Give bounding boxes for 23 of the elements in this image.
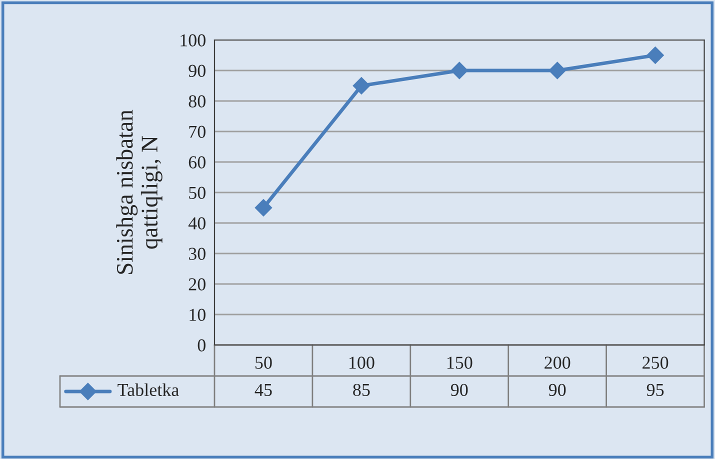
- data-label: 85: [353, 384, 370, 396]
- x-tick-label: 200: [544, 356, 570, 369]
- x-tick-label: 250: [642, 356, 668, 369]
- y-tick-label: 70: [189, 126, 206, 138]
- y-tick-label: 20: [188, 278, 206, 290]
- x-tick-label: 150: [447, 356, 472, 369]
- y-tick-label: 50: [189, 186, 206, 199]
- x-tick-label: 50: [256, 356, 272, 369]
- y-tick-label: 60: [188, 156, 206, 168]
- y-tick-label: 100: [180, 34, 206, 46]
- data-label: 90: [450, 384, 468, 396]
- y-tick-label: 10: [190, 308, 206, 321]
- y-tick-label: 80: [188, 95, 206, 108]
- y-tick-label: 90: [188, 64, 206, 77]
- data-label: 90: [548, 384, 566, 396]
- y-axis-title: Sinishga nisbatan qattiqligi, N: [116, 110, 162, 274]
- y-tick-label: 30: [188, 248, 206, 260]
- data-label: 45: [254, 384, 272, 396]
- y-tick-label: 0: [198, 339, 206, 352]
- data-label: 95: [646, 384, 664, 396]
- legend-label: Tabletka: [118, 383, 179, 396]
- x-tick-label: 100: [349, 356, 374, 369]
- y-tick-label: 40: [188, 217, 206, 230]
